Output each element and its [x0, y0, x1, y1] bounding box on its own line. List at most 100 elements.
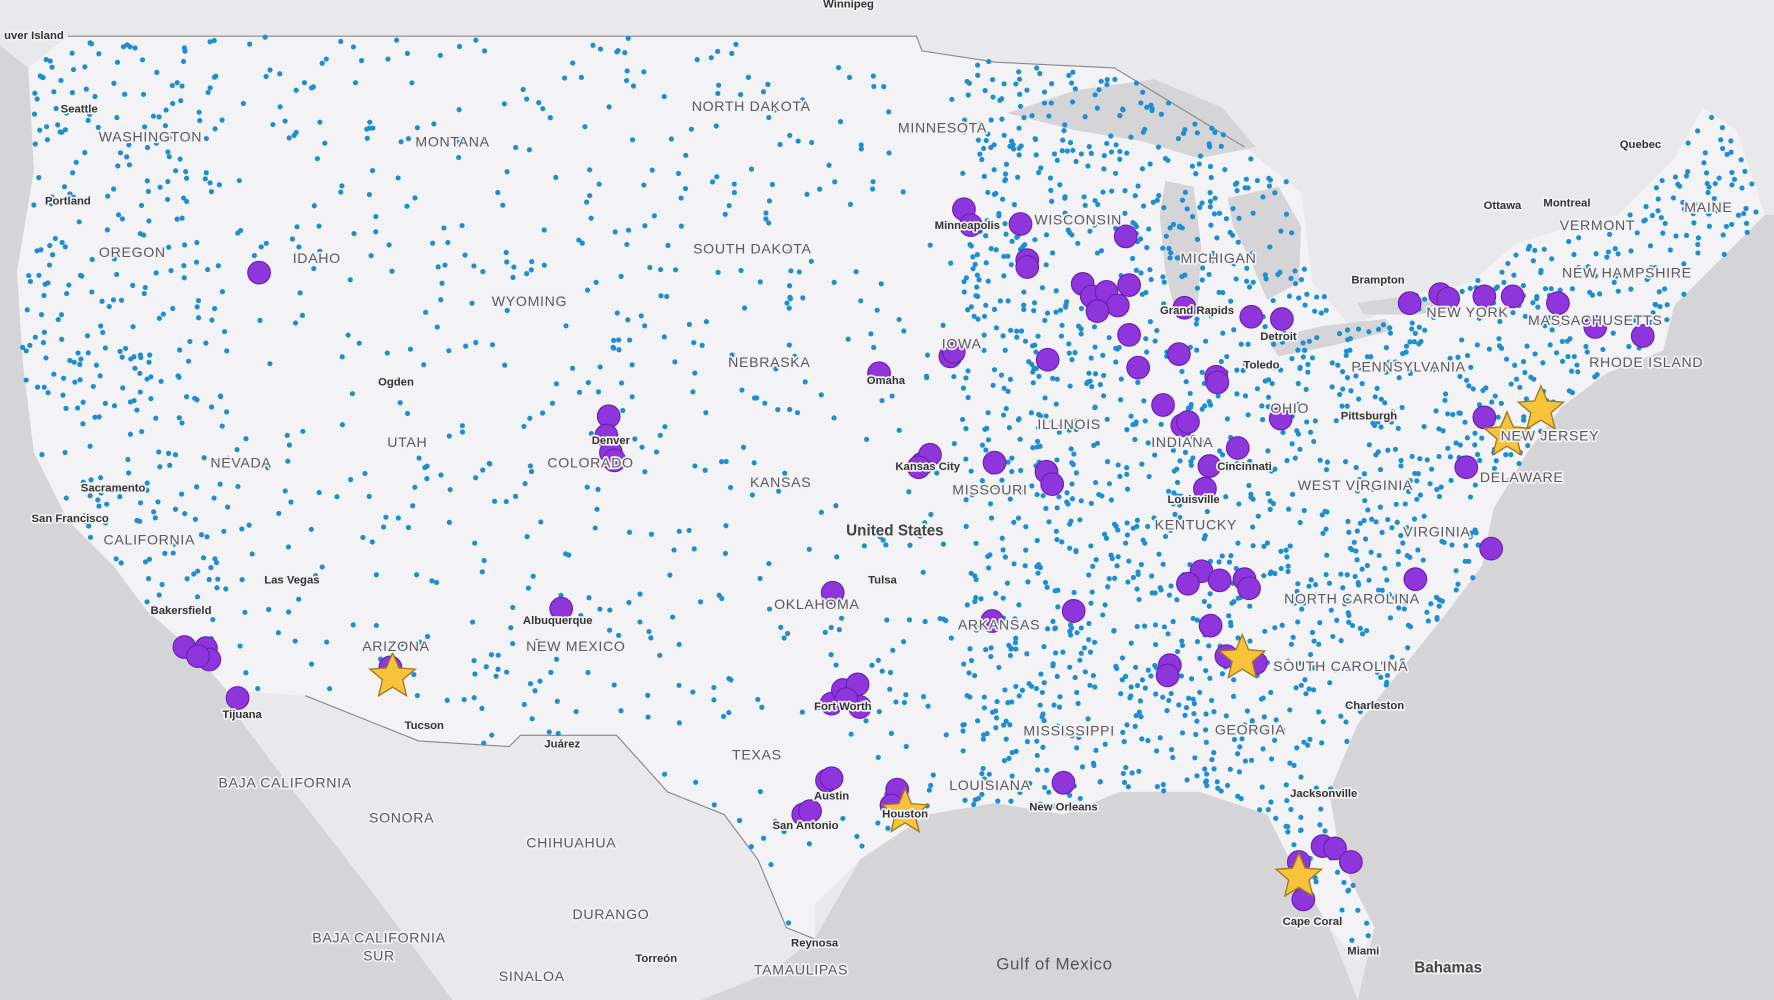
location-dot [749, 492, 755, 498]
location-dot [985, 565, 992, 571]
location-dot [875, 657, 881, 663]
location-dot [1054, 723, 1061, 729]
location-dot [1389, 409, 1396, 415]
location-dot [1013, 635, 1019, 641]
location-dot [1681, 291, 1687, 297]
location-dot [373, 213, 379, 220]
location-dot [1108, 133, 1114, 139]
location-dot [940, 322, 946, 328]
location-dot [1123, 540, 1129, 546]
place-label: WASHINGTON [99, 129, 202, 145]
location-dot [1428, 601, 1434, 607]
location-dot [925, 703, 931, 709]
location-dot [1386, 591, 1392, 598]
location-dot [157, 464, 163, 470]
location-dot [972, 598, 978, 605]
location-dot [629, 394, 635, 400]
location-dot [967, 646, 973, 652]
location-dot [1028, 800, 1034, 807]
location-dot [1340, 585, 1346, 591]
location-dot [893, 699, 899, 705]
location-dot [1340, 386, 1346, 392]
location-dot [980, 736, 986, 742]
location-dot [1364, 562, 1370, 569]
location-dot [1284, 797, 1290, 804]
location-dot [159, 581, 165, 588]
location-dot [1304, 419, 1310, 425]
location-dot [611, 345, 617, 351]
location-dot [1128, 684, 1134, 690]
location-dot [699, 342, 705, 348]
location-dot [799, 97, 806, 103]
location-dot [1209, 125, 1215, 131]
location-dot [1277, 269, 1283, 275]
location-dot [1505, 478, 1511, 484]
location-dot [657, 652, 663, 658]
location-dot [1517, 384, 1523, 390]
location-dot [1161, 788, 1167, 794]
location-dot [86, 523, 92, 529]
location-dot [1036, 411, 1042, 418]
location-dot [1006, 425, 1013, 431]
location-dot [195, 568, 201, 574]
location-dot [1017, 436, 1023, 442]
location-dot [1054, 536, 1060, 543]
location-dot [194, 594, 201, 600]
location-dot [114, 59, 121, 65]
location-dot [1363, 920, 1370, 926]
location-dot [1372, 394, 1378, 400]
location-dot [1346, 529, 1352, 535]
place-label: Austin [814, 790, 849, 802]
location-dot [961, 129, 967, 135]
location-dot [541, 262, 547, 268]
place-label: SOUTH DAKOTA [693, 241, 812, 257]
location-dot [1144, 104, 1150, 110]
location-dot [166, 244, 172, 250]
location-dot [1476, 315, 1482, 321]
location-dot [179, 420, 185, 426]
location-dot [1165, 100, 1172, 106]
location-dot [1230, 232, 1236, 238]
location-dot [510, 604, 516, 611]
location-dot [1729, 182, 1735, 188]
location-dot [175, 373, 181, 379]
location-dot [672, 359, 678, 365]
location-dot [527, 681, 534, 687]
location-dot [125, 456, 131, 463]
location-dot [132, 45, 138, 51]
location-dot [1281, 330, 1287, 336]
location-dot [1261, 543, 1267, 549]
location-dot [787, 406, 793, 413]
location-dot [1206, 643, 1212, 649]
location-dot [193, 259, 200, 265]
location-dot [285, 458, 291, 464]
location-dot [111, 256, 117, 262]
location-dot [1649, 212, 1655, 219]
location-dot [414, 692, 420, 699]
location-dot [1295, 347, 1301, 353]
location-dot [870, 179, 876, 185]
location-dot [213, 458, 219, 465]
location-dot [886, 150, 892, 156]
location-dot [319, 60, 325, 66]
location-dot [1129, 770, 1135, 776]
location-dot [1069, 481, 1075, 487]
location-dot [1353, 373, 1359, 379]
location-dot [1695, 128, 1701, 134]
location-dot [398, 139, 404, 145]
location-dot [593, 279, 599, 285]
location-dot [106, 303, 112, 310]
place-label: ILLINOIS [1037, 416, 1101, 432]
location-dot [430, 240, 436, 246]
location-dot [1009, 468, 1015, 475]
location-dot [1138, 100, 1144, 106]
location-dot [1652, 264, 1658, 271]
location-dot [285, 544, 291, 550]
location-dot [1143, 289, 1149, 296]
location-dot [71, 359, 77, 365]
location-dot [924, 352, 931, 358]
location-dot [82, 149, 88, 156]
star-marker [1482, 410, 1532, 457]
location-dot [1193, 171, 1199, 177]
location-dot [1298, 682, 1304, 688]
